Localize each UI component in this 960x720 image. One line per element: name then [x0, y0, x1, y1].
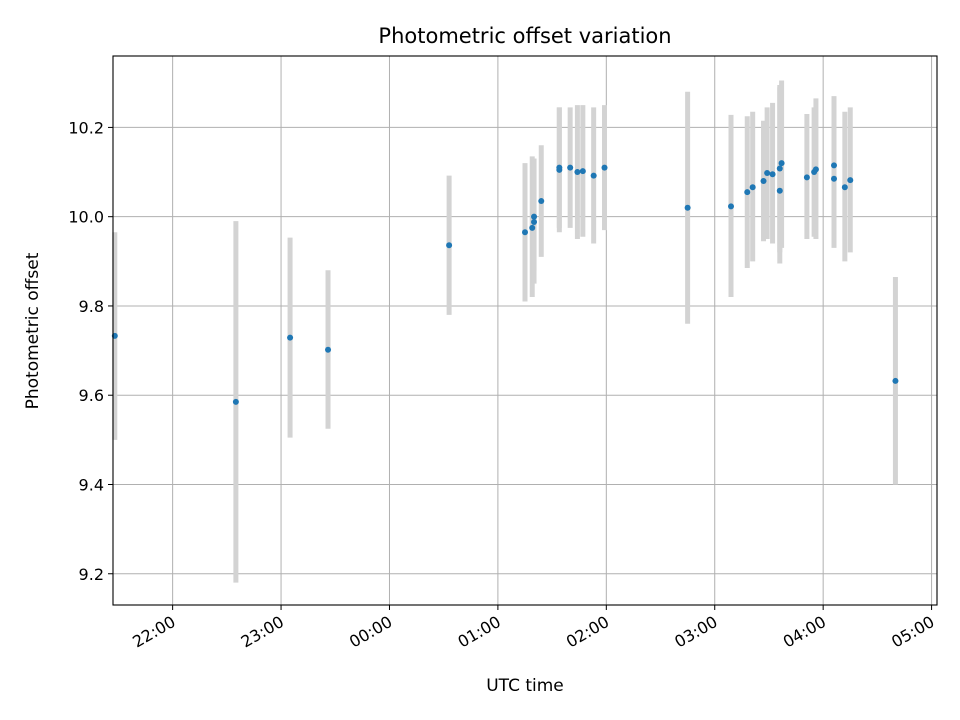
y-tick-label: 9.8	[79, 297, 104, 316]
data-point	[831, 175, 837, 182]
y-tick-label: 9.4	[79, 475, 104, 494]
data-point	[847, 177, 854, 184]
data-point	[531, 219, 538, 226]
data-point	[749, 184, 756, 191]
y-tick-label: 10.2	[68, 118, 104, 137]
data-point	[574, 169, 581, 176]
chart-title: Photometric offset variation	[378, 24, 671, 48]
data-point	[601, 164, 608, 171]
data-point	[325, 346, 332, 353]
data-point	[744, 189, 751, 196]
y-tick-label: 9.2	[79, 565, 104, 584]
grid	[113, 56, 937, 605]
data-point	[769, 171, 776, 178]
data-point	[728, 203, 734, 210]
data-point	[446, 242, 453, 249]
data-point	[538, 198, 545, 205]
data-point	[531, 213, 538, 220]
data-point	[529, 224, 536, 231]
x-axis-label: UTC time	[486, 676, 564, 696]
data-point	[522, 229, 528, 236]
plot-frame	[112, 55, 938, 606]
data-point	[684, 204, 691, 211]
data-point	[556, 164, 563, 171]
y-tick-label: 9.6	[79, 386, 104, 405]
data-point	[776, 187, 783, 194]
data-point	[287, 334, 294, 341]
y-axis-ticks: 9.2 9.4 9.6 9.8 10.0 10.2	[68, 118, 113, 584]
data-point	[841, 184, 848, 191]
data-point	[831, 162, 837, 169]
data-point	[776, 165, 783, 172]
data-point	[778, 160, 785, 167]
data-point	[590, 172, 597, 179]
data-point	[812, 166, 819, 173]
data-point	[579, 168, 586, 175]
data-points	[111, 160, 899, 405]
data-point	[764, 169, 771, 176]
data-point	[892, 377, 899, 384]
data-point	[803, 174, 810, 181]
data-point	[567, 164, 574, 171]
data-point	[760, 177, 767, 184]
y-tick-label: 10.0	[68, 208, 104, 227]
y-axis-label: Photometric offset	[23, 252, 43, 409]
data-point	[232, 398, 239, 405]
